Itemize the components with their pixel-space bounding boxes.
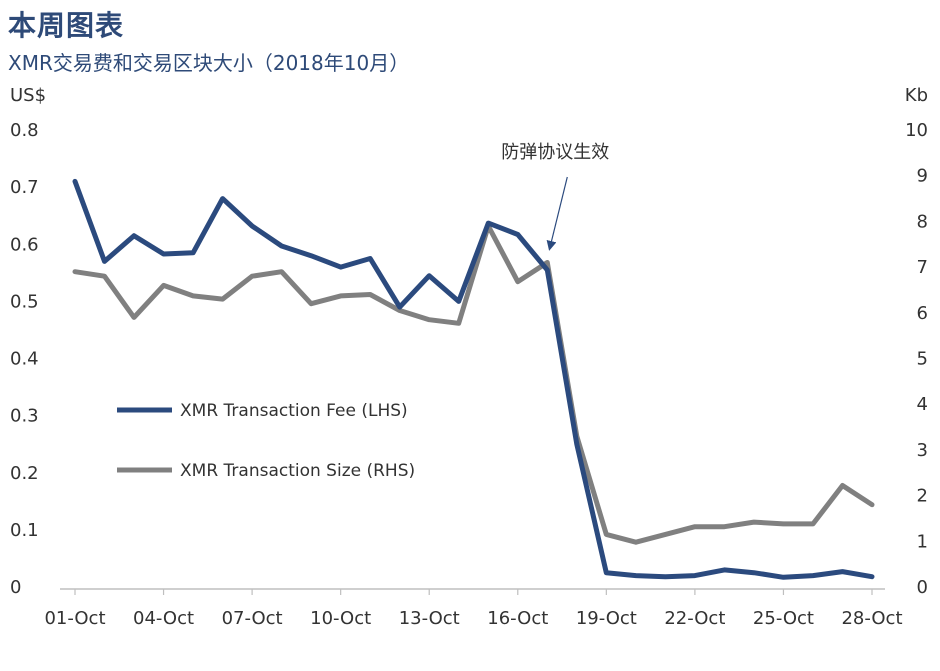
x-axis-tick-label: 25-Oct (753, 608, 814, 629)
right-axis-tick-label: 1 (917, 531, 928, 552)
chart-subtitle: XMR交易费和交易区块大小（2018年10月） (8, 51, 410, 75)
left-axis-tick-label: 0.4 (10, 349, 39, 370)
legend: XMR Transaction Fee (LHS) XMR Transactio… (117, 401, 415, 481)
x-axis-tick-label: 10-Oct (310, 608, 371, 629)
series-line-size (72, 223, 875, 545)
left-axis-tick-label: 0 (10, 577, 21, 598)
right-axis-unit-label: Kb (905, 85, 928, 106)
annotation-arrow (546, 176, 568, 251)
right-axis-tick-label: 7 (917, 257, 928, 278)
right-axis-tick-label: 5 (917, 349, 928, 370)
series-lines (72, 178, 875, 580)
left-axis: 0.8 0.7 0.6 0.5 0.4 0.3 0.2 0.1 0 (10, 120, 39, 598)
x-axis: 01-Oct 04-Oct 07-Oct 10-Oct 13-Oct 16-Oct 19-O… (44, 589, 903, 629)
x-axis-tick-label: 01-Oct (44, 608, 105, 629)
left-axis-tick-label: 0.6 (10, 234, 39, 255)
right-axis-tick-label: 0 (917, 577, 928, 598)
legend-label-fee: XMR Transaction Fee (LHS) (180, 401, 408, 421)
x-axis-tick-label: 16-Oct (487, 608, 548, 629)
left-axis-unit-label: US$ (10, 85, 46, 106)
annotation-group: 防弹协议生效 (501, 142, 609, 251)
left-axis-tick-label: 0.1 (10, 520, 39, 541)
left-axis-tick-label: 0.5 (10, 291, 39, 312)
x-axis-tick-label: 19-Oct (576, 608, 637, 629)
annotation-label: 防弹协议生效 (501, 142, 609, 163)
left-axis-tick-label: 0.2 (10, 463, 39, 484)
x-axis-tick-label: 28-Oct (841, 608, 902, 629)
chart-title: 本周图表 (8, 9, 125, 42)
legend-label-size: XMR Transaction Size (RHS) (180, 461, 415, 481)
x-axis-tick-label: 22-Oct (664, 608, 725, 629)
right-axis-tick-label: 4 (917, 394, 928, 415)
right-axis-tick-label: 2 (917, 486, 928, 507)
series-line-fee (72, 178, 875, 580)
x-axis-tick-label: 07-Oct (222, 608, 283, 629)
right-axis-tick-label: 9 (917, 166, 928, 187)
left-axis-tick-label: 0.7 (10, 177, 39, 198)
x-axis-tick-label: 04-Oct (133, 608, 194, 629)
right-axis-tick-label: 3 (917, 440, 928, 461)
left-axis-tick-label: 0.3 (10, 406, 39, 427)
right-axis-tick-label: 8 (917, 211, 928, 232)
right-axis-tick-label: 10 (905, 120, 928, 141)
left-axis-tick-label: 0.8 (10, 120, 39, 141)
x-axis-tick-label: 13-Oct (399, 608, 460, 629)
right-axis-tick-label: 6 (917, 303, 928, 324)
